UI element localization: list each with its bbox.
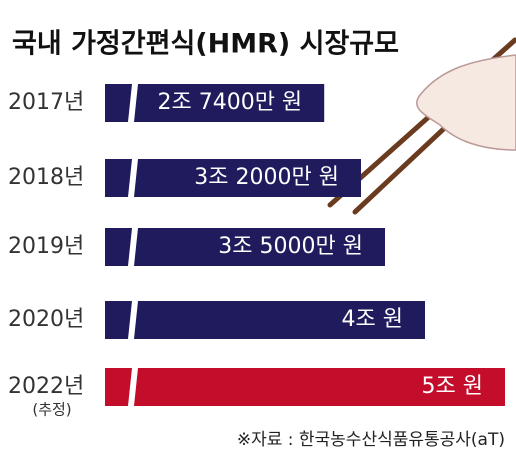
bar bbox=[105, 368, 505, 406]
category-label: 2017년 bbox=[8, 90, 84, 115]
bar-stripe bbox=[128, 159, 138, 197]
value-label: 2조 7400만 원 bbox=[157, 90, 302, 115]
bar-stripe bbox=[128, 368, 138, 406]
bar bbox=[105, 159, 361, 197]
annotation: (추정) bbox=[32, 401, 71, 419]
bar bbox=[105, 228, 385, 266]
bar-stripe bbox=[128, 301, 138, 339]
value-label: 5조 원 bbox=[422, 374, 483, 399]
bar-stripe bbox=[128, 228, 138, 266]
value-label: 4조 원 bbox=[342, 307, 403, 332]
chart-title: 국내 가정간편식(HMR) 시장규모 bbox=[12, 29, 399, 60]
value-label: 3조 2000만 원 bbox=[194, 165, 339, 190]
source: ※자료 : 한국농수산식품유통공사(aT) bbox=[237, 430, 505, 450]
category-label: 2019년 bbox=[8, 234, 84, 259]
category-label: 2020년 bbox=[8, 307, 84, 332]
bar bbox=[105, 84, 325, 122]
bar-stripe bbox=[128, 84, 138, 122]
category-label: 2022년 bbox=[8, 374, 84, 399]
category-label: 2018년 bbox=[8, 165, 84, 190]
value-label: 3조 5000만 원 bbox=[218, 234, 363, 259]
bar bbox=[105, 301, 425, 339]
